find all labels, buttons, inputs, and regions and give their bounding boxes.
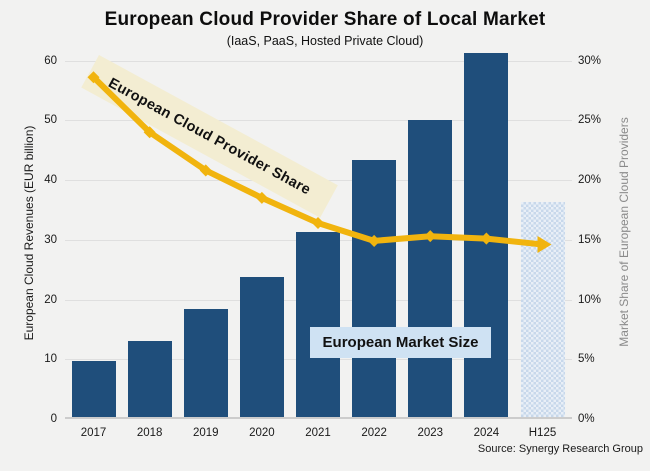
share-line-marker-2023: [424, 230, 437, 243]
source-attribution: Source: Synergy Research Group: [477, 443, 643, 455]
x-tick-2022: 2022: [361, 427, 387, 439]
x-tick-2021: 2021: [305, 427, 331, 439]
left-tick-0: 0: [50, 413, 57, 425]
bar-2019: [183, 309, 228, 417]
x-tick-2023: 2023: [417, 427, 444, 439]
right-tick-15%: 15%: [578, 233, 602, 246]
bar-2020: [239, 277, 284, 417]
left-tick-60: 60: [44, 54, 57, 67]
left-tick-40: 40: [44, 174, 57, 186]
x-tick-2017: 2017: [80, 427, 107, 439]
share-line-marker-2019: [199, 164, 212, 177]
gridline-60: [65, 60, 572, 62]
right-tick-10%: 10%: [578, 293, 602, 306]
bar-2018: [127, 341, 172, 417]
left-tick-50: 50: [44, 114, 57, 127]
x-tick-2020: 2020: [249, 427, 275, 439]
bar-series-label: European Market Size: [310, 327, 491, 358]
x-tick-2024: 2024: [473, 427, 500, 439]
plot-area: [65, 48, 572, 419]
right-tick-25%: 25%: [578, 114, 602, 127]
left-tick-30: 30: [44, 233, 57, 246]
bar-2021: [296, 231, 340, 417]
left-tick-10: 10: [44, 353, 57, 366]
bar-2017: [71, 361, 116, 417]
chart-subtitle: (IaaS, PaaS, Hosted Private Cloud): [226, 34, 424, 48]
x-tick-H125: H125: [528, 427, 557, 439]
chart-title: European Cloud Provider Share of Local M…: [104, 9, 546, 30]
right-tick-30%: 30%: [578, 54, 602, 67]
share-line-marker-2024: [480, 232, 493, 245]
share-line-arrowhead: [537, 236, 552, 254]
share-line-marker-2018: [143, 126, 156, 139]
bar-H125: [520, 201, 565, 417]
right-tick-0%: 0%: [578, 413, 595, 425]
bar-2023: [408, 120, 453, 417]
bar-2022: [352, 160, 397, 417]
gridline-50: [65, 120, 572, 122]
x-tick-2018: 2018: [136, 427, 163, 439]
x-tick-2019: 2019: [192, 427, 219, 439]
share-line-layer: [87, 71, 552, 254]
right-tick-5%: 5%: [578, 353, 595, 366]
right-tick-20%: 20%: [578, 174, 602, 186]
left-tick-20: 20: [44, 293, 57, 306]
